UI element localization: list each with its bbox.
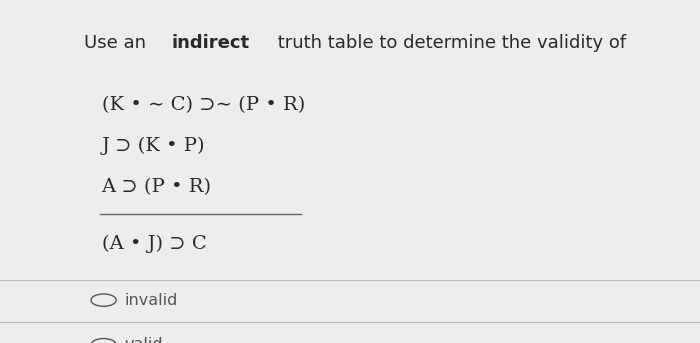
Text: indirect: indirect [172, 34, 249, 52]
Text: (K • ∼ C) ⊃∼ (P • R): (K • ∼ C) ⊃∼ (P • R) [102, 96, 304, 114]
Text: invalid: invalid [125, 293, 178, 308]
Text: Use an: Use an [84, 34, 152, 52]
Text: J ⊃ (K • P): J ⊃ (K • P) [102, 137, 205, 155]
Text: A ⊃ (P • R): A ⊃ (P • R) [102, 178, 211, 196]
Text: (A • J) ⊃ C: (A • J) ⊃ C [102, 234, 206, 253]
Text: truth table to determine the validity of: truth table to determine the validity of [272, 34, 632, 52]
Text: valid: valid [125, 337, 163, 343]
